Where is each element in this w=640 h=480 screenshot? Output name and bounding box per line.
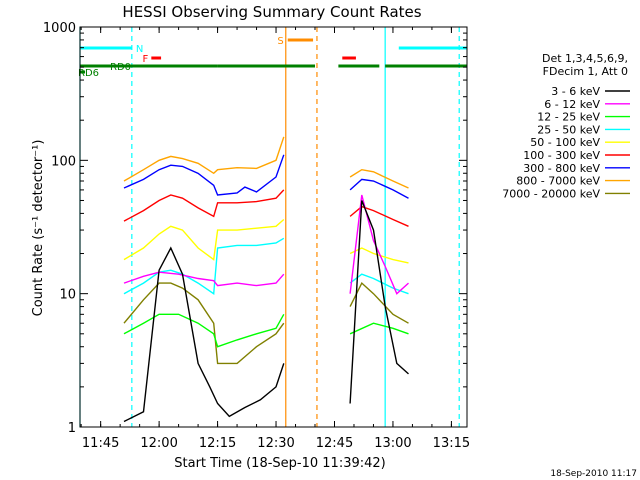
series-line-4-segment-1 xyxy=(123,237,285,295)
plot-frame xyxy=(79,26,468,428)
flag-label-s: S xyxy=(277,36,283,47)
legend-label-3: 12 - 25 keV xyxy=(537,111,600,124)
series-line-1-segment-2 xyxy=(349,200,409,404)
y-tick-label-1: 1 xyxy=(68,421,76,436)
legend-label-9: 7000 - 20000 keV xyxy=(502,187,600,200)
legend-header-2: FDecim 1, Att 0 xyxy=(543,65,628,78)
series-line-7-segment-2 xyxy=(349,178,409,199)
y-tick-label-2: 10 xyxy=(59,288,76,303)
x-tick-label-2: 12:00 xyxy=(140,436,177,451)
flag-label-f: F xyxy=(143,54,149,65)
x-tick-label-1: 11:45 xyxy=(82,436,119,451)
series-line-3-segment-1 xyxy=(123,313,285,348)
y-axis-ticks: 1 10 100 1000 xyxy=(43,21,467,436)
x-tick-label-7: 13:15 xyxy=(433,436,470,451)
series-line-1-segment-1 xyxy=(123,246,285,423)
series-line-2-segment-1 xyxy=(123,271,285,287)
legend-label-8: 800 - 7000 keV xyxy=(516,175,600,188)
series-line-6-segment-1 xyxy=(123,189,285,222)
x-tick-label-5: 12:45 xyxy=(316,436,353,451)
y-axis-title: Count Rate (s⁻¹ detector⁻¹) xyxy=(31,140,46,317)
series-line-9-segment-2 xyxy=(349,281,409,324)
legend-label-4: 25 - 50 keV xyxy=(537,123,600,136)
series-line-5-segment-1 xyxy=(123,218,285,261)
legend-label-2: 6 - 12 keV xyxy=(544,98,600,111)
legend: Det 1,3,4,5,6,9,FDecim 1, Att 0 3 - 6 keV… xyxy=(502,52,630,200)
series-line-3-segment-2 xyxy=(349,322,409,335)
plot-area: NF S RD0 RD6 xyxy=(78,27,467,427)
legend-label-1: 3 - 6 keV xyxy=(551,85,600,98)
x-tick-label-4: 12:30 xyxy=(257,436,294,451)
series-line-7-segment-1 xyxy=(123,154,285,196)
series-line-5-segment-2 xyxy=(349,247,409,264)
series-line-8-segment-1 xyxy=(123,136,285,182)
series-line-8-segment-2 xyxy=(349,168,409,189)
flag-label-n: N xyxy=(136,44,143,55)
flag-label-rd6: RD6 xyxy=(78,68,99,79)
x-tick-label-3: 12:15 xyxy=(199,436,236,451)
series-line-9-segment-1 xyxy=(123,282,285,365)
legend-label-7: 300 - 800 keV xyxy=(523,162,600,175)
y-tick-label-4: 1000 xyxy=(43,21,76,36)
x-axis-ticks: 11:45 12:00 12:15 12:30 12:45 13:00 13:15 xyxy=(80,27,470,451)
series-line-2-segment-2 xyxy=(349,194,409,295)
x-tick-label-6: 13:00 xyxy=(374,436,411,451)
timestamp-text: 18-Sep-2010 11:17 xyxy=(550,469,637,479)
legend-header-1: Det 1,3,4,5,6,9, xyxy=(542,52,628,65)
flag-label-rd0: RD0 xyxy=(110,62,131,73)
legend-label-6: 100 - 300 keV xyxy=(523,149,600,162)
series-line-6-segment-2 xyxy=(349,205,409,227)
y-tick-label-3: 100 xyxy=(51,154,76,169)
chart-title: HESSI Observing Summary Count Rates xyxy=(122,3,421,21)
legend-label-5: 50 - 100 keV xyxy=(530,136,600,149)
x-axis-title: Start Time (18-Sep-10 11:39:42) xyxy=(174,456,385,471)
